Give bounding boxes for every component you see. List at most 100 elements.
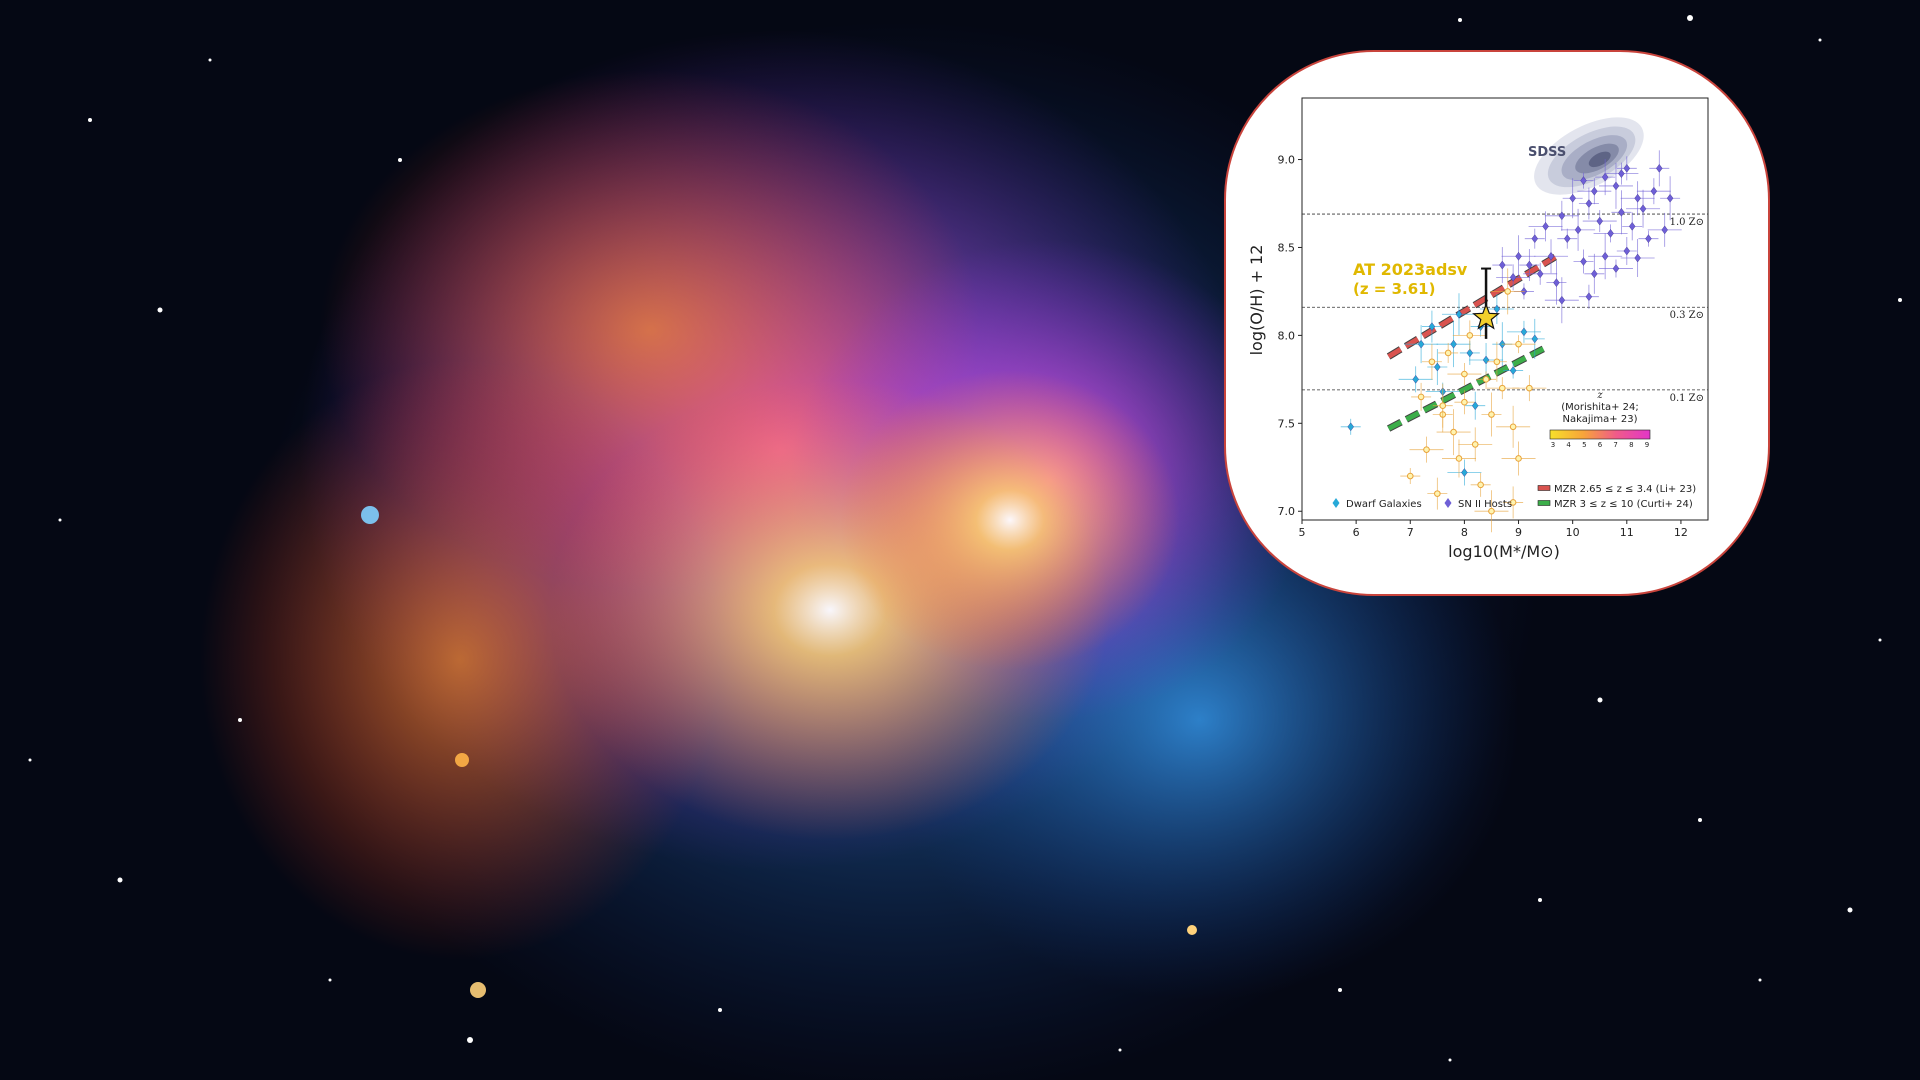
x-tick-label: 6: [1353, 526, 1360, 539]
x-tick-label: 7: [1407, 526, 1414, 539]
reference-line-label: 1.0 Z⊙: [1670, 217, 1704, 228]
colorbar-tick-label: 5: [1582, 441, 1586, 449]
data-point: [1601, 172, 1609, 182]
data-point: [1612, 264, 1620, 273]
reference-line-label: 0.3 Z⊙: [1670, 310, 1704, 321]
data-points: [1340, 150, 1682, 533]
data-point: [1623, 163, 1631, 173]
data-point: [1493, 358, 1501, 366]
data-point: [1515, 340, 1522, 348]
data-point: [1515, 455, 1522, 462]
y-axis-label: log(O/H) + 12: [1247, 245, 1266, 356]
data-point: [1471, 441, 1479, 448]
y-tick-label: 8.5: [1278, 241, 1296, 254]
data-point: [1612, 181, 1620, 191]
axis-ticks: 5 6 7 8 9 10 11 12 7.0 7.5 8.0 8.5 9.0: [1278, 154, 1688, 539]
data-point: [1536, 269, 1544, 279]
data-point: [1628, 222, 1636, 231]
data-point: [1471, 401, 1479, 411]
data-point: [1526, 384, 1533, 392]
colorbar-subtitle: (Morishita+ 24;: [1561, 402, 1639, 413]
data-point: [1509, 499, 1517, 506]
data-point: [1634, 253, 1641, 263]
colorbar-title: z: [1596, 390, 1603, 401]
data-point: [1564, 234, 1571, 244]
colorbar-tick-label: 7: [1613, 441, 1617, 449]
highlight-star: [1472, 303, 1500, 330]
data-point: [1428, 358, 1436, 366]
data-point: [1428, 322, 1436, 331]
y-tick-label: 7.0: [1278, 505, 1296, 518]
plot-border: [1301, 97, 1709, 521]
data-point: [1347, 422, 1354, 432]
data-point: [1558, 295, 1566, 305]
highlight-label-line1: AT 2023adsv: [1353, 260, 1468, 279]
data-point: [1498, 384, 1506, 392]
data-point: [1455, 455, 1463, 462]
data-point: [1461, 468, 1468, 477]
data-point: [1504, 288, 1512, 295]
data-point: [1618, 169, 1625, 178]
data-point: [1482, 355, 1490, 365]
legend-label: MZR 3 ≤ z ≤ 10 (Curti+ 24): [1554, 499, 1693, 510]
y-tick-label: 8.0: [1278, 329, 1296, 342]
data-point: [1515, 251, 1522, 261]
data-point: [1461, 398, 1468, 406]
data-point: [1639, 204, 1647, 214]
data-point: [1634, 193, 1641, 203]
x-tick-label: 12: [1674, 526, 1688, 539]
data-point: [1412, 374, 1419, 384]
data-point: [1417, 393, 1425, 401]
data-point: [1542, 222, 1549, 231]
x-tick-label: 8: [1461, 526, 1468, 539]
data-point: [1477, 481, 1484, 489]
legend-label: MZR 2.65 ≤ z ≤ 3.4 (Li+ 23): [1554, 484, 1696, 495]
data-point: [1553, 278, 1560, 287]
sdss-contours: [1534, 117, 1644, 195]
mass-metallicity-chart: 1.0 Z⊙ 0.3 Z⊙ 0.1 Z⊙ 5 6 7 8 9 10 11 12 7.0 7.5 8.0 8…: [1247, 97, 1709, 561]
data-point: [1466, 348, 1474, 358]
plot-frame: [1301, 97, 1709, 521]
colorbar-bar: [1549, 429, 1651, 440]
legend: Dwarf Galaxies SN II Hosts MZR 2.65 ≤ z ≤ …: [1332, 484, 1696, 510]
colorbar-tick-label: 6: [1598, 441, 1603, 449]
fit-line: [1387, 345, 1547, 431]
data-point: [1580, 257, 1587, 266]
data-point: [1531, 234, 1539, 244]
data-point: [1650, 186, 1658, 196]
data-point: [1558, 211, 1566, 221]
data-point: [1444, 349, 1452, 357]
legend-label: Dwarf Galaxies: [1346, 499, 1422, 510]
data-point: [1488, 411, 1495, 418]
sdss-label: SDSS: [1528, 145, 1566, 160]
data-point: [1580, 176, 1587, 185]
data-point: [1591, 186, 1598, 196]
data-point: [1526, 260, 1533, 270]
starfield: [28, 15, 1902, 1062]
data-point: [1406, 472, 1414, 480]
legend-marker: [1332, 498, 1340, 508]
legend-label: SN II Hosts: [1458, 499, 1512, 510]
data-point: [1547, 251, 1555, 261]
fit-line: [1387, 254, 1558, 359]
legend-line-swatch: [1537, 485, 1551, 491]
data-point: [1509, 273, 1517, 282]
legend-line-swatch: [1537, 500, 1551, 506]
data-point: [1417, 339, 1425, 349]
data-point: [1618, 207, 1625, 217]
data-point: [1591, 269, 1598, 279]
data-point: [1531, 334, 1539, 344]
data-point: [1461, 370, 1468, 378]
x-tick-label: 10: [1566, 526, 1580, 539]
x-tick-label: 9: [1515, 526, 1522, 539]
data-point: [1645, 234, 1652, 244]
data-point: [1585, 199, 1593, 208]
colorbar-subtitle: Nakajima+ 23): [1563, 414, 1638, 425]
data-point: [1450, 428, 1457, 436]
colorbar-tick-label: 9: [1645, 441, 1649, 449]
x-axis-label: log10(M*/M⊙): [1448, 542, 1560, 561]
legend-marker: [1444, 498, 1452, 508]
x-tick-label: 11: [1620, 526, 1634, 539]
colorbar-tick-label: 3: [1551, 441, 1555, 449]
data-point: [1450, 339, 1457, 349]
